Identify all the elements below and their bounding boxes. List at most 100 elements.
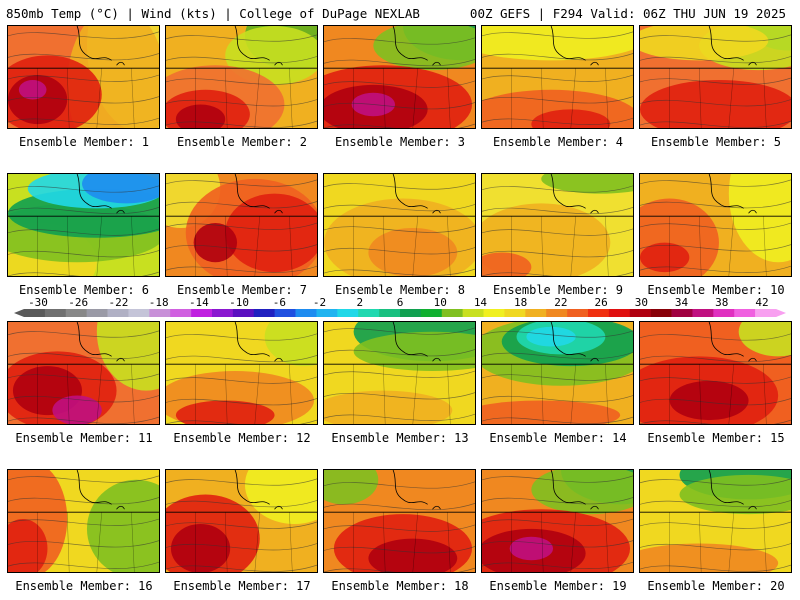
state-border — [67, 216, 70, 276]
ensemble-member-2-map — [165, 25, 318, 129]
ensemble-member-20-caption: Ensemble Member: 20 — [647, 579, 785, 593]
height-contour — [640, 376, 791, 384]
colorbar-segment — [713, 309, 735, 317]
state-border — [447, 364, 451, 424]
state-border — [728, 216, 734, 276]
temperature-contour-region — [193, 223, 238, 263]
height-contour — [640, 564, 791, 572]
state-border — [412, 512, 418, 572]
height-contour — [166, 265, 317, 273]
state-border — [605, 364, 609, 424]
height-contour — [166, 333, 317, 341]
height-contour — [166, 543, 317, 551]
height-contour — [482, 271, 633, 276]
state-border — [67, 364, 70, 424]
temperature-contour-region — [640, 242, 690, 273]
height-contour — [482, 561, 633, 569]
height-contour — [8, 497, 159, 505]
colorbar-segment — [420, 309, 443, 317]
height-contour — [640, 398, 791, 406]
colorbar-segment — [337, 309, 359, 317]
colorbar-segment — [462, 309, 484, 317]
height-contour — [8, 561, 159, 569]
height-contour — [8, 352, 159, 360]
colorbar-segment — [253, 309, 275, 317]
height-contour — [640, 244, 791, 252]
height-contour — [324, 37, 475, 45]
state-border — [289, 512, 293, 572]
height-contour — [166, 376, 317, 384]
colorbar-segment — [379, 309, 401, 317]
ensemble-member-8-map — [323, 173, 476, 277]
coastline — [708, 470, 757, 510]
coastline — [234, 174, 283, 214]
coastline — [550, 26, 599, 66]
height-contour — [324, 349, 475, 357]
height-contour — [482, 497, 633, 505]
colorbar-tick-label: -18 — [148, 296, 169, 309]
state-border — [383, 512, 386, 572]
height-contour — [482, 207, 633, 215]
temperature-contour-region — [509, 536, 554, 561]
height-contour — [640, 56, 791, 64]
ensemble-member-7-map — [165, 173, 318, 277]
height-contour — [640, 77, 791, 85]
state-border — [289, 216, 293, 276]
temperature-contour-region — [324, 470, 379, 505]
colorbar-segment — [44, 309, 67, 317]
height-contour — [324, 59, 475, 67]
state-border — [225, 364, 228, 424]
coastline — [76, 26, 125, 66]
colorbar-tick-label: 10 — [433, 296, 447, 309]
ensemble-member-10-map — [639, 173, 792, 277]
ensemble-member-19-map — [481, 469, 634, 573]
height-contour — [482, 185, 633, 193]
state-border — [605, 512, 609, 572]
height-contour — [324, 503, 475, 511]
colorbar-segment — [24, 309, 46, 317]
coastline — [234, 470, 283, 510]
height-contour — [482, 373, 633, 381]
colorbar-segment — [358, 309, 380, 317]
temperature-contour-region — [373, 26, 475, 71]
coastline — [234, 322, 283, 362]
colorbar-segment — [608, 309, 631, 317]
colorbar-segment — [567, 309, 589, 317]
height-contour — [640, 478, 791, 486]
colorbar-segment — [316, 309, 338, 317]
height-contour — [482, 250, 633, 258]
coastline — [550, 322, 599, 362]
temperature-contour-region — [86, 479, 159, 572]
height-contour — [640, 120, 791, 128]
ensemble-member-3-caption: Ensemble Member: 3 — [334, 135, 466, 149]
height-contour — [8, 207, 159, 215]
temperature-contour-region — [175, 400, 275, 424]
colorbar-segment — [546, 309, 568, 317]
temperature-contour-region — [368, 227, 458, 276]
state-border — [412, 364, 418, 424]
height-contour — [166, 179, 317, 187]
colorbar-tick-label: 22 — [554, 296, 568, 309]
colorbar-tick-label: 18 — [514, 296, 528, 309]
ensemble-member-1-map — [7, 25, 160, 129]
colorbar-segment — [170, 309, 192, 317]
height-contour — [324, 123, 475, 128]
colorbar-segment — [504, 309, 526, 317]
height-contour — [324, 567, 475, 572]
ensemble-member-19-caption: Ensemble Member: 19 — [489, 579, 627, 593]
height-contour — [166, 564, 317, 572]
ensemble-member-1-caption: Ensemble Member: 1 — [18, 135, 150, 149]
ensemble-member-7-caption: Ensemble Member: 7 — [176, 283, 308, 297]
height-contour — [482, 475, 633, 483]
state-border — [131, 512, 135, 572]
height-contour — [482, 352, 633, 360]
height-contour — [324, 370, 475, 378]
ensemble-member-6-map — [7, 173, 160, 277]
height-contour — [482, 416, 633, 424]
ensemble-member-15-caption: Ensemble Member: 15 — [647, 431, 785, 445]
colorbar-tick-label: -6 — [272, 296, 286, 309]
height-contour — [640, 543, 791, 551]
height-contour — [640, 419, 791, 424]
state-border — [699, 68, 702, 128]
ensemble-member-20-map — [639, 469, 792, 573]
